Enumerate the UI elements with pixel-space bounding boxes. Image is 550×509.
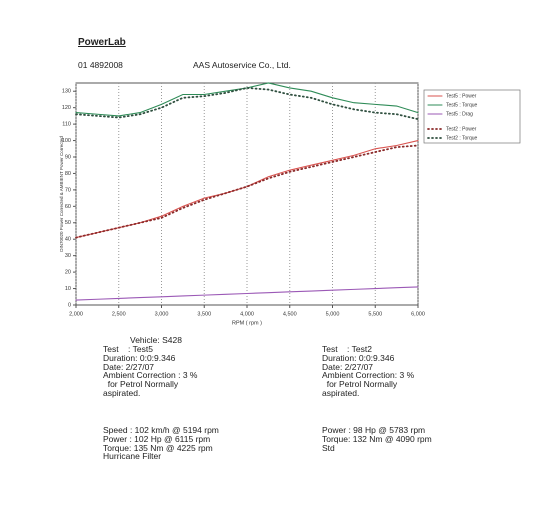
result-line: Torque: 135 Nm @ 4225 rpm [103,442,213,453]
y-tick-label: 30 [65,253,71,259]
series-line [75,144,419,239]
y-tick-label: 50 [65,220,71,226]
result-line: Speed : 102 km/h @ 5194 rpm [103,425,219,435]
vehicle: Vehicle: S428 [130,335,182,345]
info-line: aspirated. [103,388,141,398]
y-tick-label: 40 [65,237,71,243]
x-tick-label: 3,000 [155,311,169,317]
y-tick-label: 20 [65,270,71,276]
series-line [75,286,419,301]
y-tick-label: 10 [65,286,71,292]
y-tick-label: 70 [65,187,71,193]
info-line: aspirated. [322,388,360,398]
legend-box [423,89,521,144]
x-tick-label: 3,500 [197,311,211,317]
y-tick-label: 90 [65,154,71,160]
legend-label: Test2 : Torque [446,135,478,141]
y-tick-label: 0 [68,302,71,308]
info-line: Ambient Correction: 3 % [322,370,415,381]
y-tick-label: 110 [62,122,71,128]
x-tick-label: 5,500 [368,311,382,317]
legend-label: Test5 : Torque [446,102,478,108]
y-axis-label: DIN70020 Power Corrected & AMBIENT Power… [59,136,64,252]
result-line: Hurricane Filter [103,451,162,462]
result-line: Torque: 132 Nm @ 4090 rpm [322,433,432,444]
info-line: Test : Test2 [322,344,372,354]
result-line: Power : 102 Hp @ 6115 rpm [103,433,211,444]
title: PowerLab [78,37,126,48]
info-line: for Petrol Normally [103,379,179,390]
result-line: Std [322,442,335,453]
x-tick-label: 2,500 [112,311,126,317]
info-line: for Petrol Normally [322,379,398,390]
x-tick-label: 5,000 [326,311,340,317]
info-line: Test : Test5 [103,344,153,354]
y-tick-label: 130 [62,89,71,95]
y-tick-label: 60 [65,204,71,210]
legend-label: Test5 : Power [446,93,477,99]
y-tick-label: 100 [62,138,71,144]
x-axis-label: RPM ( rpm ) [232,320,262,326]
series-line [75,87,419,121]
legend-label: Test5 : Drag [446,111,473,117]
x-tick-label: 4,500 [283,311,297,317]
y-tick-label: 120 [62,105,71,111]
info-line: Duration: 0:0:9.346 [322,352,395,363]
info-line: Ambient Correction : 3 % [103,370,198,381]
result-line: Power : 98 Hp @ 5783 rpm [322,425,426,435]
info-line: Date: 2/27/07 [103,361,155,372]
info-line: Duration: 0:0:9.346 [103,352,176,363]
x-tick-label: 2,000 [69,311,83,317]
legend-label: Test2 : Power [446,126,477,132]
y-tick-label: 80 [65,171,71,177]
series-line [75,140,419,239]
code: 01 4892008 [78,60,123,70]
company: AAS Autoservice Co., Ltd. [193,60,291,70]
info-line: Date: 2/27/07 [322,361,374,372]
x-tick-label: 6,000 [411,311,425,317]
x-tick-label: 4,000 [240,311,254,317]
